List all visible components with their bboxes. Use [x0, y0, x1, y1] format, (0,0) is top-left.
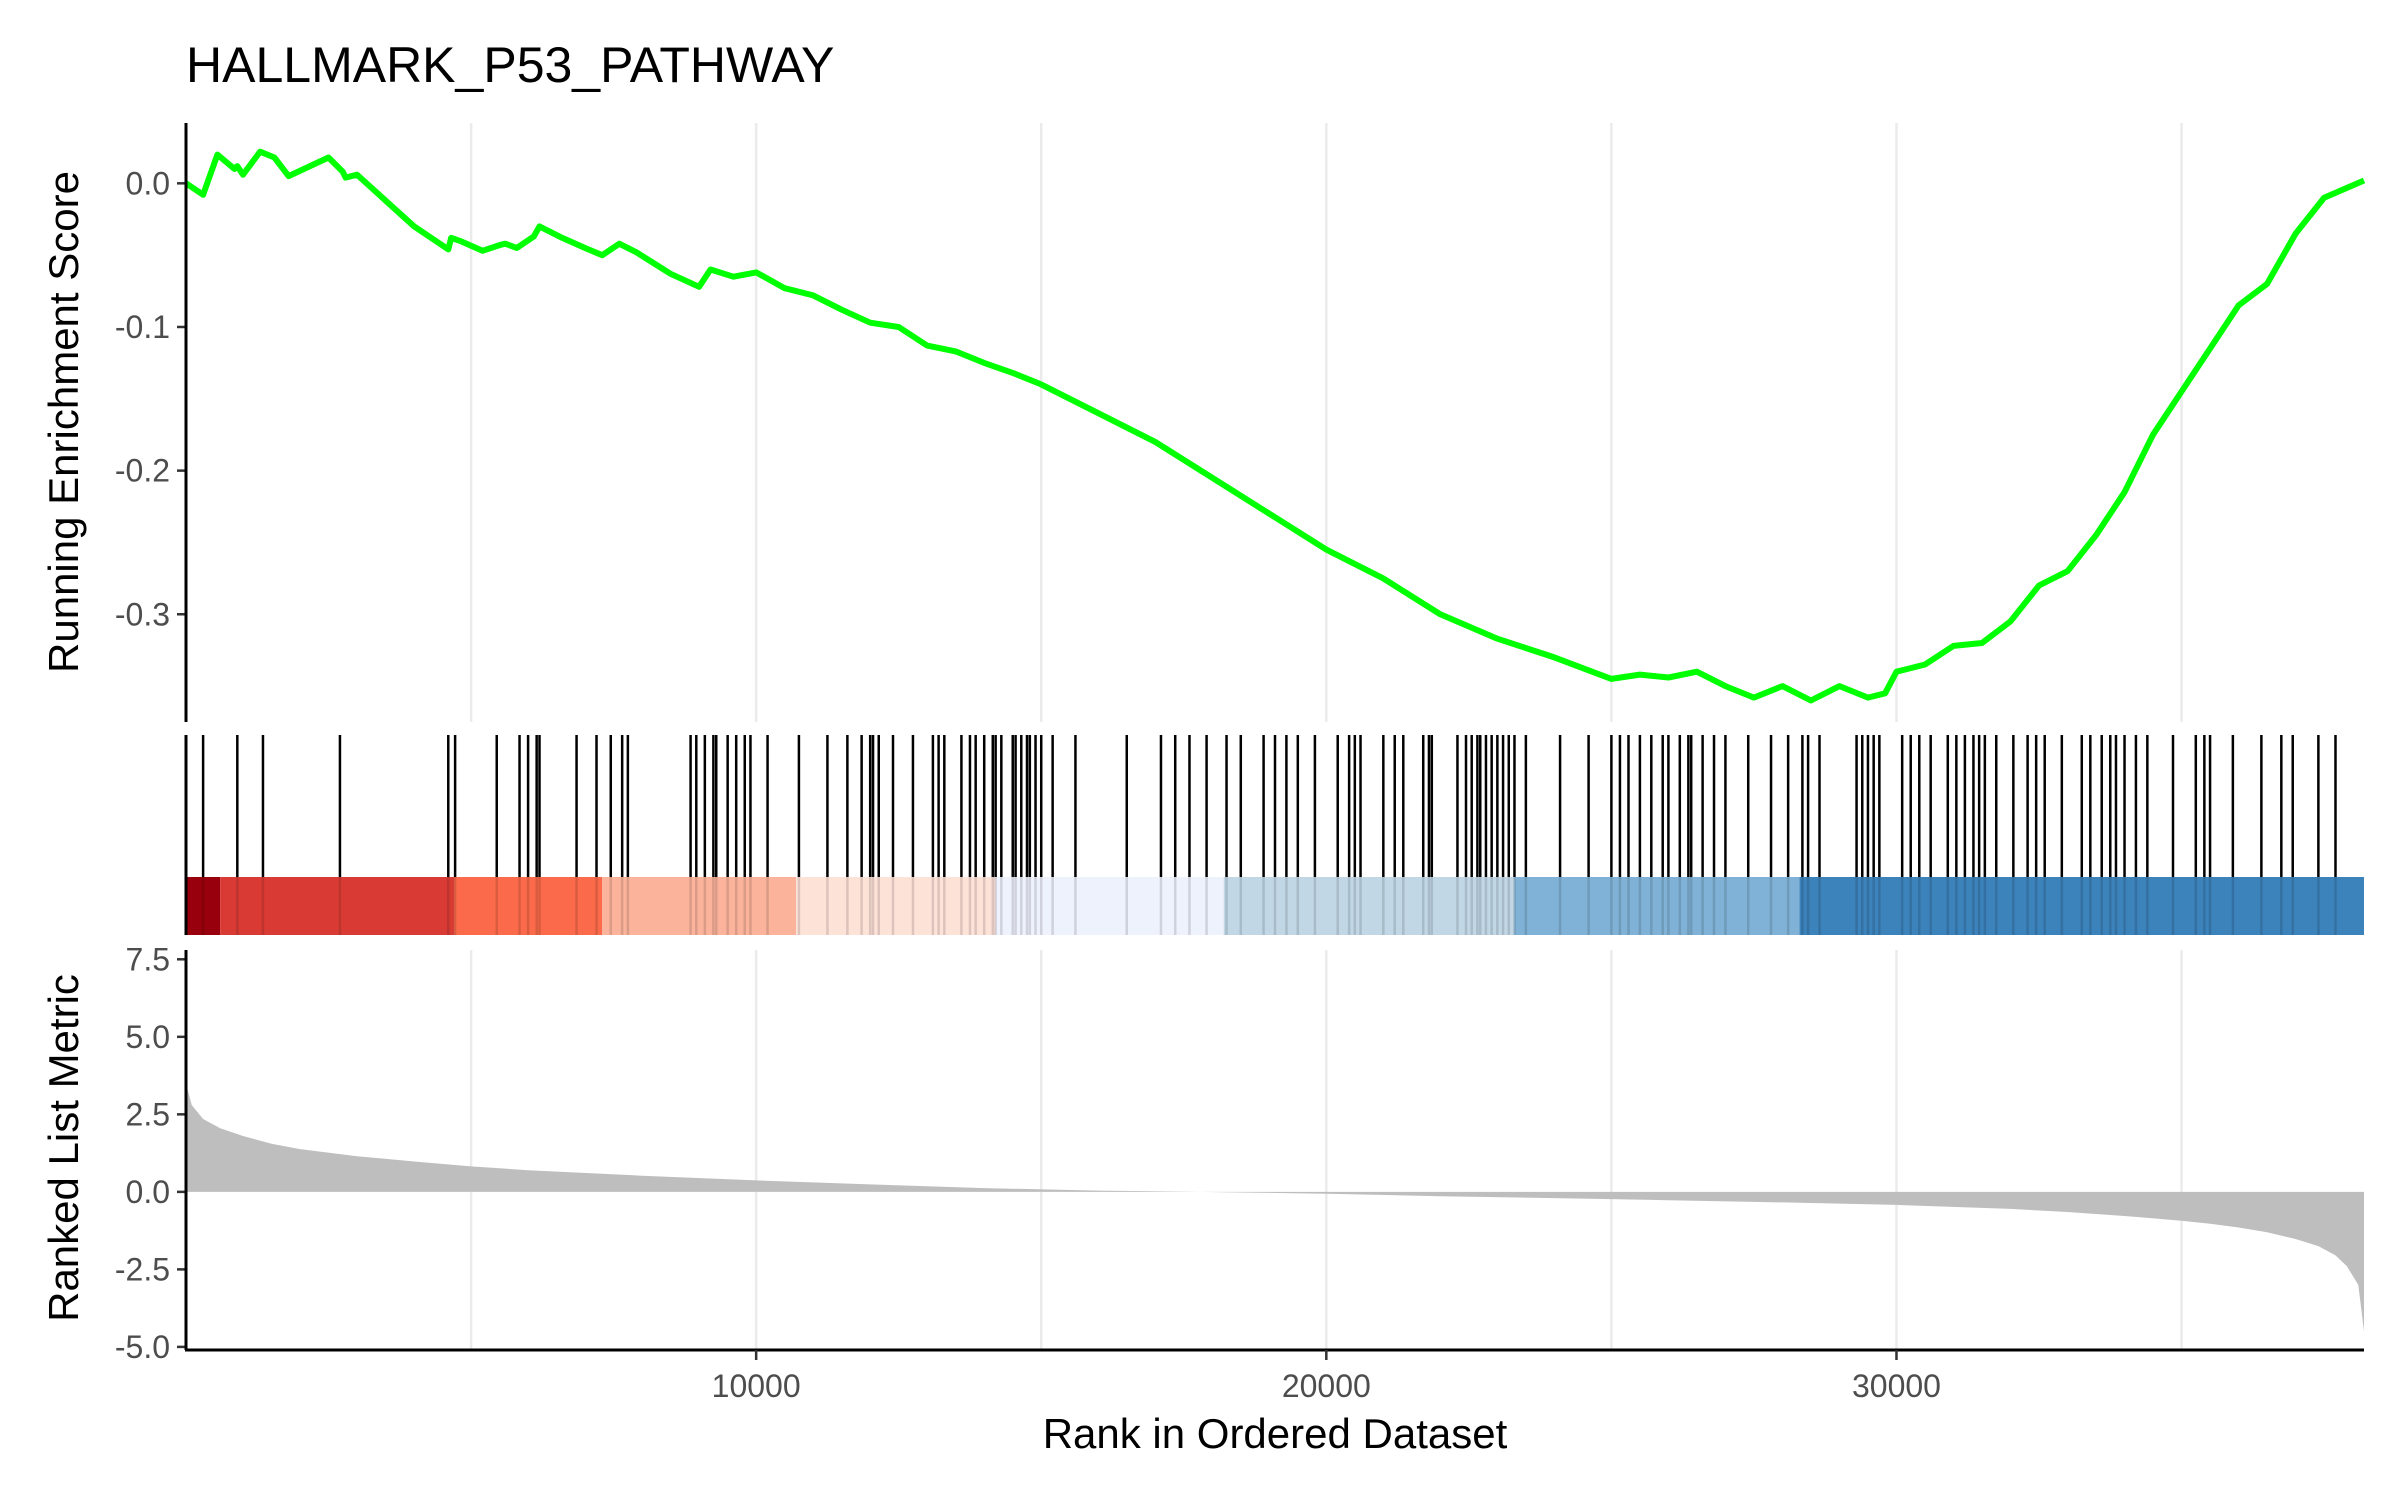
x-tick-label: 30000 [1852, 1368, 1941, 1404]
metric-y-tick-label: 2.5 [126, 1096, 170, 1132]
ranked-list-heat-bar [186, 877, 2364, 935]
metric-y-tick-label: 5.0 [126, 1019, 170, 1055]
hits-panel [184, 735, 2364, 935]
heat-bar-segment [1799, 877, 2364, 935]
metric-y-tick-label: -5.0 [115, 1329, 170, 1365]
es-y-tick-label: -0.2 [115, 453, 170, 489]
es-y-axis-title: Running Enrichment Score [40, 171, 87, 673]
es-y-axis-ticks: 0.0 -0.1 -0.2 -0.3 [115, 165, 186, 632]
es-panel: 0.0 -0.1 -0.2 -0.3 Running Enrichment Score [40, 123, 2366, 722]
es-y-tick-label: -0.1 [115, 309, 170, 345]
x-tick-label: 10000 [712, 1368, 801, 1404]
metric-y-tick-label: 7.5 [126, 941, 170, 977]
chart-title: HALLMARK_P53_PATHWAY [186, 37, 834, 93]
heat-bar-segment [1514, 877, 1800, 935]
heat-bar-segment [602, 877, 797, 935]
metric-panel-gridlines [469, 950, 2183, 1350]
x-axis-title: Rank in Ordered Dataset [1043, 1410, 1508, 1457]
es-y-tick-label: 0.0 [126, 165, 170, 201]
metric-y-axis-title: Ranked List Metric [40, 974, 87, 1322]
heat-bar-segment [995, 877, 1224, 935]
x-axis-ticks: 10000 20000 30000 [712, 1350, 1941, 1404]
heat-bar-segment [796, 877, 996, 935]
metric-y-tick-label: -2.5 [115, 1251, 170, 1287]
ranked-list-metric-area [186, 1083, 2364, 1332]
heat-bar-segment [220, 877, 454, 935]
metric-panel: 7.5 5.0 2.5 0.0 -2.5 -5.0 10000 20000 30000 Ran… [40, 941, 2364, 1457]
gene-set-hit-markers [184, 735, 2337, 935]
heat-bar-segment [1223, 877, 1515, 935]
running-enrichment-score-line [184, 148, 2366, 704]
x-tick-label: 20000 [1282, 1368, 1371, 1404]
heat-bar-segment [453, 877, 603, 935]
metric-y-tick-label: 0.0 [126, 1174, 170, 1210]
es-y-tick-label: -0.3 [115, 596, 170, 632]
metric-y-axis-ticks: 7.5 5.0 2.5 0.0 -2.5 -5.0 [115, 941, 186, 1365]
es-panel-gridlines [469, 123, 2183, 722]
heat-bar-segment [186, 877, 221, 935]
